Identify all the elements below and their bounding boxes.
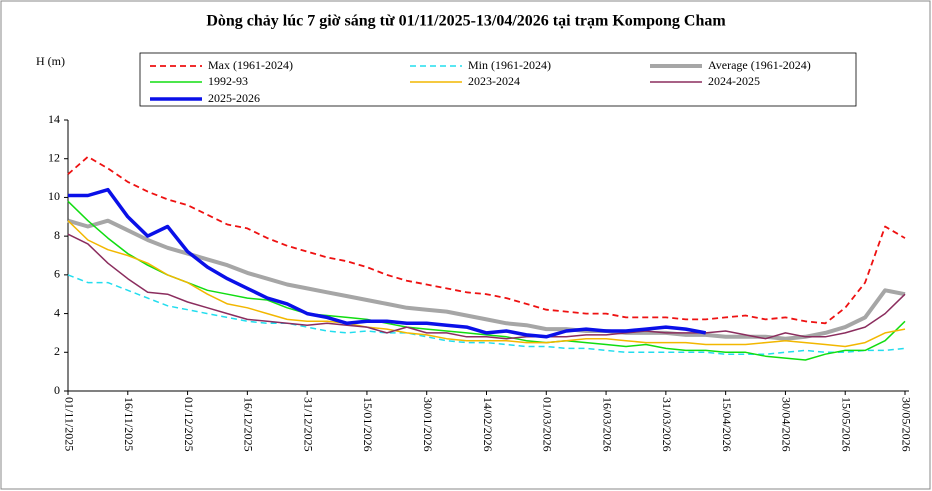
- x-tick-label: 16/12/2025: [242, 397, 256, 452]
- x-tick-label: 01/11/2025: [62, 397, 76, 451]
- y-tick-label: 0: [54, 383, 60, 397]
- legend-label: 2025-2026: [208, 91, 260, 105]
- x-tick-label: 15/05/2026: [839, 397, 853, 452]
- chart-title: Dòng chảy lúc 7 giờ sáng từ 01/11/2025-1…: [206, 13, 726, 30]
- y-tick-label: 8: [54, 228, 60, 242]
- x-tick-label: 31/03/2026: [660, 397, 674, 452]
- x-tick-label: 15/04/2026: [720, 397, 734, 452]
- x-tick-label: 14/02/2026: [481, 397, 495, 452]
- y-tick-label: 4: [54, 305, 60, 319]
- y-tick-label: 2: [54, 344, 60, 358]
- y-tick-label: 6: [54, 267, 60, 281]
- y-tick-label: 12: [48, 150, 60, 164]
- legend-label: Max (1961-2024): [208, 58, 293, 72]
- series-line: [67, 200, 906, 361]
- series-line: [67, 220, 906, 348]
- x-tick-label: 01/12/2025: [182, 397, 196, 452]
- legend-label: 2023-2024: [468, 74, 520, 88]
- legend-label: 1992-93: [208, 74, 248, 88]
- legend-label: 2024-2025: [708, 74, 760, 88]
- x-tick-label: 31/12/2025: [301, 397, 315, 452]
- y-axis-label: H (m): [36, 54, 65, 68]
- x-tick-label: 16/03/2026: [600, 397, 614, 452]
- legend-label: Average (1961-2024): [708, 58, 811, 72]
- legend-label: Min (1961-2024): [468, 58, 551, 72]
- series-line: [67, 155, 906, 325]
- series-line: [67, 218, 906, 341]
- x-tick-label: 15/01/2026: [361, 397, 375, 452]
- y-tick-label: 14: [48, 112, 60, 126]
- x-tick-label: 16/11/2025: [122, 397, 136, 451]
- x-tick-label: 30/04/2026: [780, 397, 794, 452]
- x-tick-label: 30/01/2026: [421, 397, 435, 452]
- y-tick-label: 10: [48, 189, 60, 203]
- series-line: [68, 187, 707, 339]
- x-tick-label: 30/05/2026: [899, 397, 913, 452]
- x-tick-label: 01/03/2026: [541, 397, 555, 452]
- legend-box: [139, 52, 857, 107]
- series-line: [67, 233, 906, 340]
